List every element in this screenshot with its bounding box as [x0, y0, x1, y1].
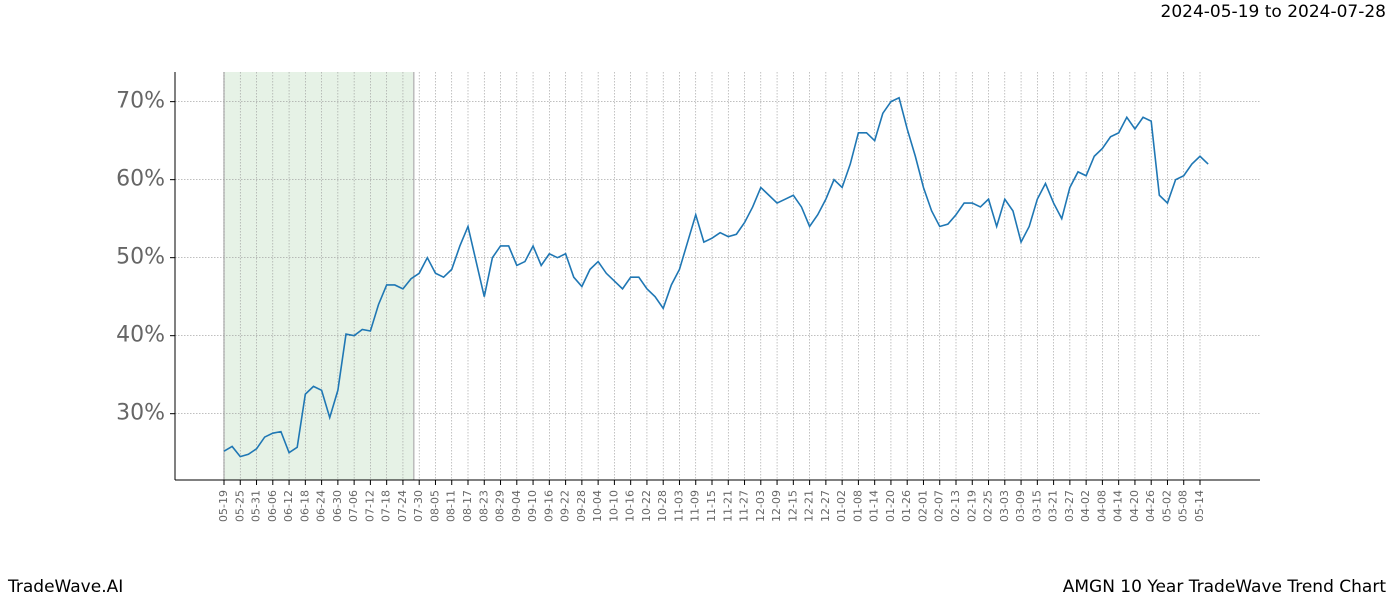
- x-tick-label: 06-24: [315, 490, 328, 522]
- x-tick-label: 03-15: [1030, 490, 1043, 522]
- y-tick-label: 30%: [116, 401, 165, 426]
- x-tick-label: 09-22: [559, 490, 572, 522]
- x-tick-label: 12-03: [754, 490, 767, 522]
- x-tick-label: 11-09: [689, 490, 702, 522]
- x-tick-label: 08-17: [461, 490, 474, 522]
- x-tick-label: 04-26: [1144, 490, 1157, 522]
- x-tick-label: 04-02: [1079, 490, 1092, 522]
- x-tick-label: 04-08: [1095, 490, 1108, 522]
- x-tick-label: 03-03: [998, 490, 1011, 522]
- x-tick-label: 02-25: [982, 490, 995, 522]
- x-tick-label: 01-20: [884, 490, 897, 522]
- highlight-region: [224, 72, 414, 480]
- x-tick-label: 02-13: [949, 490, 962, 522]
- x-tick-label: 07-06: [347, 490, 360, 522]
- x-tick-label: 09-04: [510, 490, 523, 522]
- x-tick-label: 03-27: [1063, 490, 1076, 522]
- x-tick-label: 05-14: [1193, 490, 1206, 522]
- x-tick-label: 10-16: [624, 490, 637, 522]
- x-tick-label: 06-06: [266, 490, 279, 522]
- y-tick-label: 50%: [116, 245, 165, 270]
- x-tick-label: 06-18: [298, 490, 311, 522]
- y-tick-label: 40%: [116, 323, 165, 348]
- x-tick-label: 06-12: [282, 490, 295, 522]
- x-tick-label: 11-15: [705, 490, 718, 522]
- x-tick-label: 05-31: [250, 490, 263, 522]
- x-tick-label: 12-15: [786, 490, 799, 522]
- line-series: [223, 96, 1209, 458]
- x-tick-label: 05-19: [217, 490, 230, 522]
- x-tick-label: 12-27: [819, 490, 832, 522]
- subtitle: 2024-05-19 to 2024-07-28: [1161, 2, 1386, 22]
- x-tick-label: 01-08: [851, 490, 864, 522]
- x-tick-label: 10-28: [656, 490, 669, 522]
- x-tick-label: 02-07: [933, 490, 946, 522]
- x-tick-label: 09-28: [575, 490, 588, 522]
- x-tick-label: 07-12: [363, 490, 376, 522]
- footer-left: TradeWave.AI: [7, 577, 123, 597]
- x-tick-label: 10-10: [607, 490, 620, 522]
- x-tick-label: 12-21: [803, 490, 816, 522]
- x-tick-label: 08-29: [494, 490, 507, 522]
- x-tick-label: 05-02: [1160, 490, 1173, 522]
- x-tick-label: 02-01: [916, 490, 929, 522]
- x-tick-label: 10-04: [591, 490, 604, 522]
- x-tick-label: 06-30: [331, 490, 344, 522]
- footer-right: AMGN 10 Year TradeWave Trend Chart: [1063, 577, 1387, 597]
- x-tick-label: 08-23: [477, 490, 490, 522]
- x-tick-label: 11-21: [721, 490, 734, 522]
- y-tick-label: 60%: [116, 167, 165, 192]
- x-tick-label: 09-16: [542, 490, 555, 522]
- x-tick-label: 10-22: [640, 490, 653, 522]
- x-tick-label: 07-30: [412, 490, 425, 522]
- x-tick-label: 03-21: [1047, 490, 1060, 522]
- x-tick-label: 03-09: [1014, 490, 1027, 522]
- x-tick-label: 09-10: [526, 490, 539, 522]
- x-tick-label: 04-20: [1128, 490, 1141, 522]
- x-tick-label: 08-11: [445, 490, 458, 522]
- x-tick-label: 01-14: [868, 490, 881, 522]
- x-tick-label: 11-03: [672, 490, 685, 522]
- x-tick-label: 04-14: [1112, 490, 1125, 522]
- x-tick-label: 05-25: [233, 490, 246, 522]
- x-tick-label: 05-08: [1177, 490, 1190, 522]
- x-tick-label: 01-02: [835, 490, 848, 522]
- x-tick-label: 07-18: [380, 490, 393, 522]
- x-tick-label: 01-26: [900, 490, 913, 522]
- x-tick-label: 12-09: [770, 490, 783, 522]
- x-tick-label: 11-27: [738, 490, 751, 522]
- x-tick-label: 08-05: [428, 490, 441, 522]
- x-tick-label: 02-19: [965, 490, 978, 522]
- y-tick-label: 70%: [116, 89, 165, 114]
- x-tick-label: 07-24: [396, 490, 409, 522]
